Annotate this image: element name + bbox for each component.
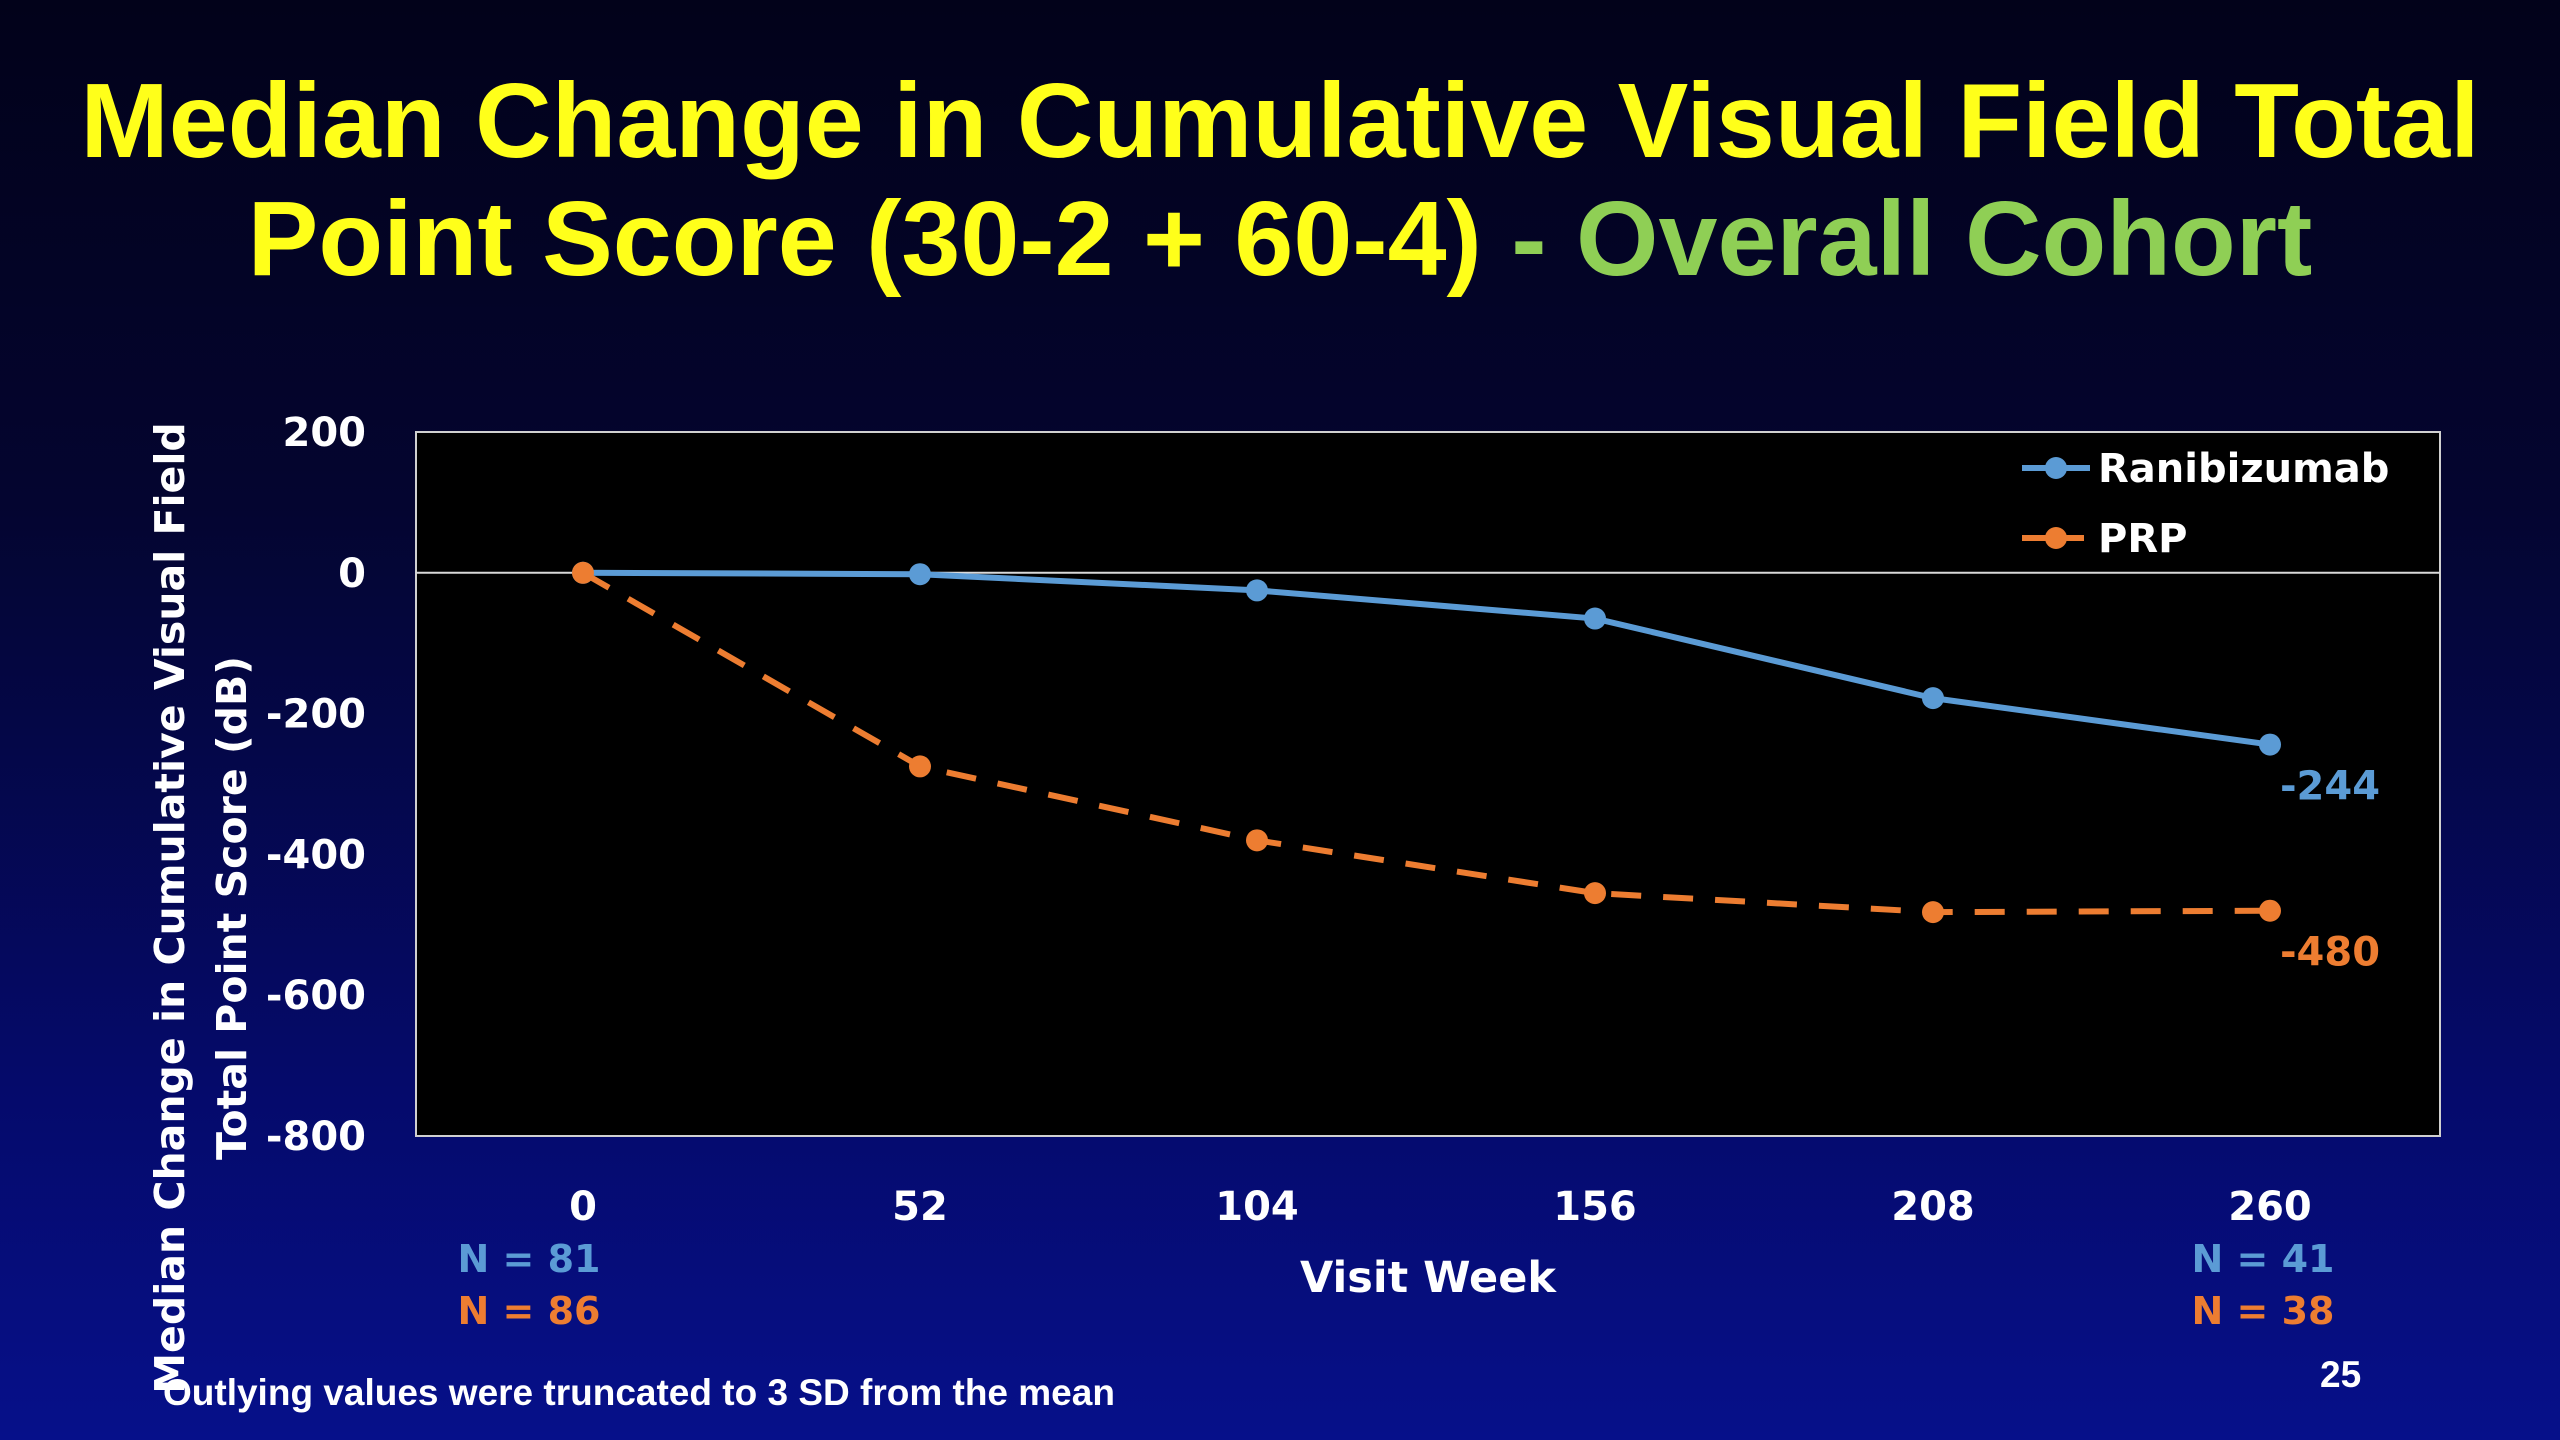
- legend-marker-prp: [2045, 527, 2067, 549]
- data-point-ranibizumab: [1246, 579, 1268, 602]
- data-point-prp: [572, 561, 594, 584]
- data-point-ranibizumab: [909, 563, 931, 586]
- x-tick-label: 156: [1553, 1184, 1637, 1230]
- sample-size-label: N = 81: [458, 1237, 601, 1281]
- y-tick-label: -200: [266, 692, 366, 738]
- title-main: Median Change in Cumulative Visual Field…: [80, 62, 2480, 298]
- page-number: 25: [2320, 1354, 2362, 1395]
- x-tick-label: 104: [1215, 1184, 1299, 1230]
- data-point-prp: [1922, 901, 1944, 924]
- data-point-prp: [1246, 829, 1268, 852]
- sample-size-label: N = 38: [2192, 1289, 2335, 1333]
- x-tick-label: 52: [892, 1184, 948, 1230]
- y-tick-label: 0: [338, 551, 366, 597]
- x-tick-label: 0: [569, 1184, 597, 1230]
- data-point-prp: [2259, 899, 2281, 922]
- title-suffix: - Overall Cohort: [1481, 180, 2313, 298]
- data-point-prp: [1584, 882, 1606, 905]
- sample-size-label: N = 86: [458, 1289, 601, 1333]
- x-axis-label: Visit Week: [1300, 1253, 1557, 1303]
- data-point-ranibizumab: [1922, 687, 1944, 710]
- legend-label-prp: PRP: [2098, 516, 2187, 562]
- sample-size-label: N = 41: [2192, 1237, 2335, 1281]
- y-axis-label-line-1: Median Change in Cumulative Visual Field: [146, 422, 194, 1394]
- legend-label-ranibizumab: Ranibizumab: [2098, 446, 2389, 492]
- series-line-ranibizumab: [582, 569, 2271, 748]
- y-tick-label: -600: [266, 973, 366, 1019]
- footnote: Outlying values were truncated to 3 SD f…: [163, 1372, 1115, 1413]
- y-tick-label: 200: [283, 410, 367, 456]
- data-label-prp: -480: [2280, 930, 2380, 976]
- series-line-prp: [581, 570, 2271, 916]
- x-tick-label: 208: [1891, 1184, 1975, 1230]
- y-tick-label: -400: [266, 832, 366, 878]
- slide-title: Median Change in Cumulative Visual Field…: [0, 62, 2560, 298]
- legend-marker-ranibizumab: [2045, 457, 2067, 479]
- data-label-ranibizumab: -244: [2280, 764, 2380, 810]
- data-point-prp: [909, 755, 931, 778]
- y-axis-label-line-2: Total Point Score (dB): [208, 656, 256, 1160]
- plot-area: [415, 431, 2441, 1137]
- data-point-ranibizumab: [1584, 607, 1606, 630]
- y-tick-label: -800: [266, 1114, 366, 1160]
- data-point-ranibizumab: [2259, 733, 2281, 756]
- x-tick-label: 260: [2228, 1184, 2312, 1230]
